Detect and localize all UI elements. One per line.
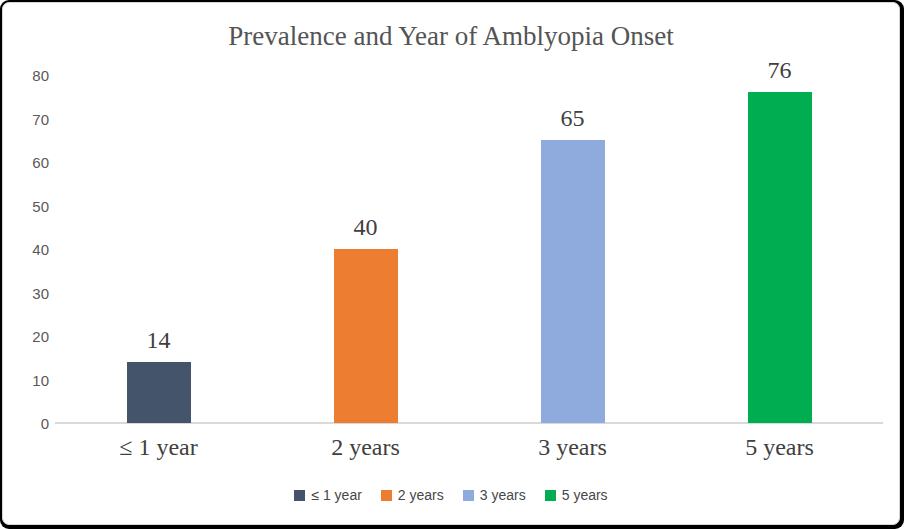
y-axis-tick-label: 30 (21, 285, 49, 303)
bar-value-label: 40 (262, 213, 469, 241)
bar (541, 140, 605, 423)
y-axis-tick-label: 60 (21, 154, 49, 172)
bar-value-label: 76 (676, 56, 883, 84)
legend-item: 3 years (463, 487, 526, 504)
legend-swatch (381, 490, 392, 501)
legend-item: 2 years (381, 487, 444, 504)
legend-swatch (463, 490, 474, 501)
y-axis-tick-label: 0 (21, 415, 49, 433)
legend-swatch (545, 490, 556, 501)
y-axis-tick-label: 80 (21, 67, 49, 85)
x-axis-category-label: 5 years (676, 433, 883, 461)
legend-label: 3 years (480, 487, 526, 504)
bar-value-label: 14 (55, 326, 262, 354)
legend: ≤ 1 year 2 years 3 years 5 years (3, 487, 899, 504)
y-axis-tick-label: 20 (21, 328, 49, 346)
y-axis-tick-label: 70 (21, 111, 49, 129)
bar (334, 249, 398, 423)
legend-label: 2 years (398, 487, 444, 504)
y-axis-tick-label: 10 (21, 372, 49, 390)
x-axis-category-label: 3 years (469, 433, 676, 461)
x-axis-category-label: ≤ 1 year (55, 433, 262, 461)
y-axis-tick-label: 40 (21, 241, 49, 259)
legend-label: 5 years (562, 487, 608, 504)
bar (748, 92, 812, 423)
legend-item: 5 years (545, 487, 608, 504)
bar-value-label: 65 (469, 104, 676, 132)
chart-surface: Prevalence and Year of Amblyopia Onset 0… (2, 2, 900, 525)
legend-label: ≤ 1 year (311, 487, 361, 504)
legend-swatch (294, 490, 305, 501)
x-axis-category-label: 2 years (262, 433, 469, 461)
plot-area: 0 10 20 30 40 50 60 70 80 14 ≤ 1 year 40 2 years 65 3 … (3, 3, 899, 524)
y-axis-tick-label: 50 (21, 198, 49, 216)
chart-frame: Prevalence and Year of Amblyopia Onset 0… (0, 0, 904, 529)
legend-item: ≤ 1 year (294, 487, 361, 504)
bar (127, 362, 191, 423)
